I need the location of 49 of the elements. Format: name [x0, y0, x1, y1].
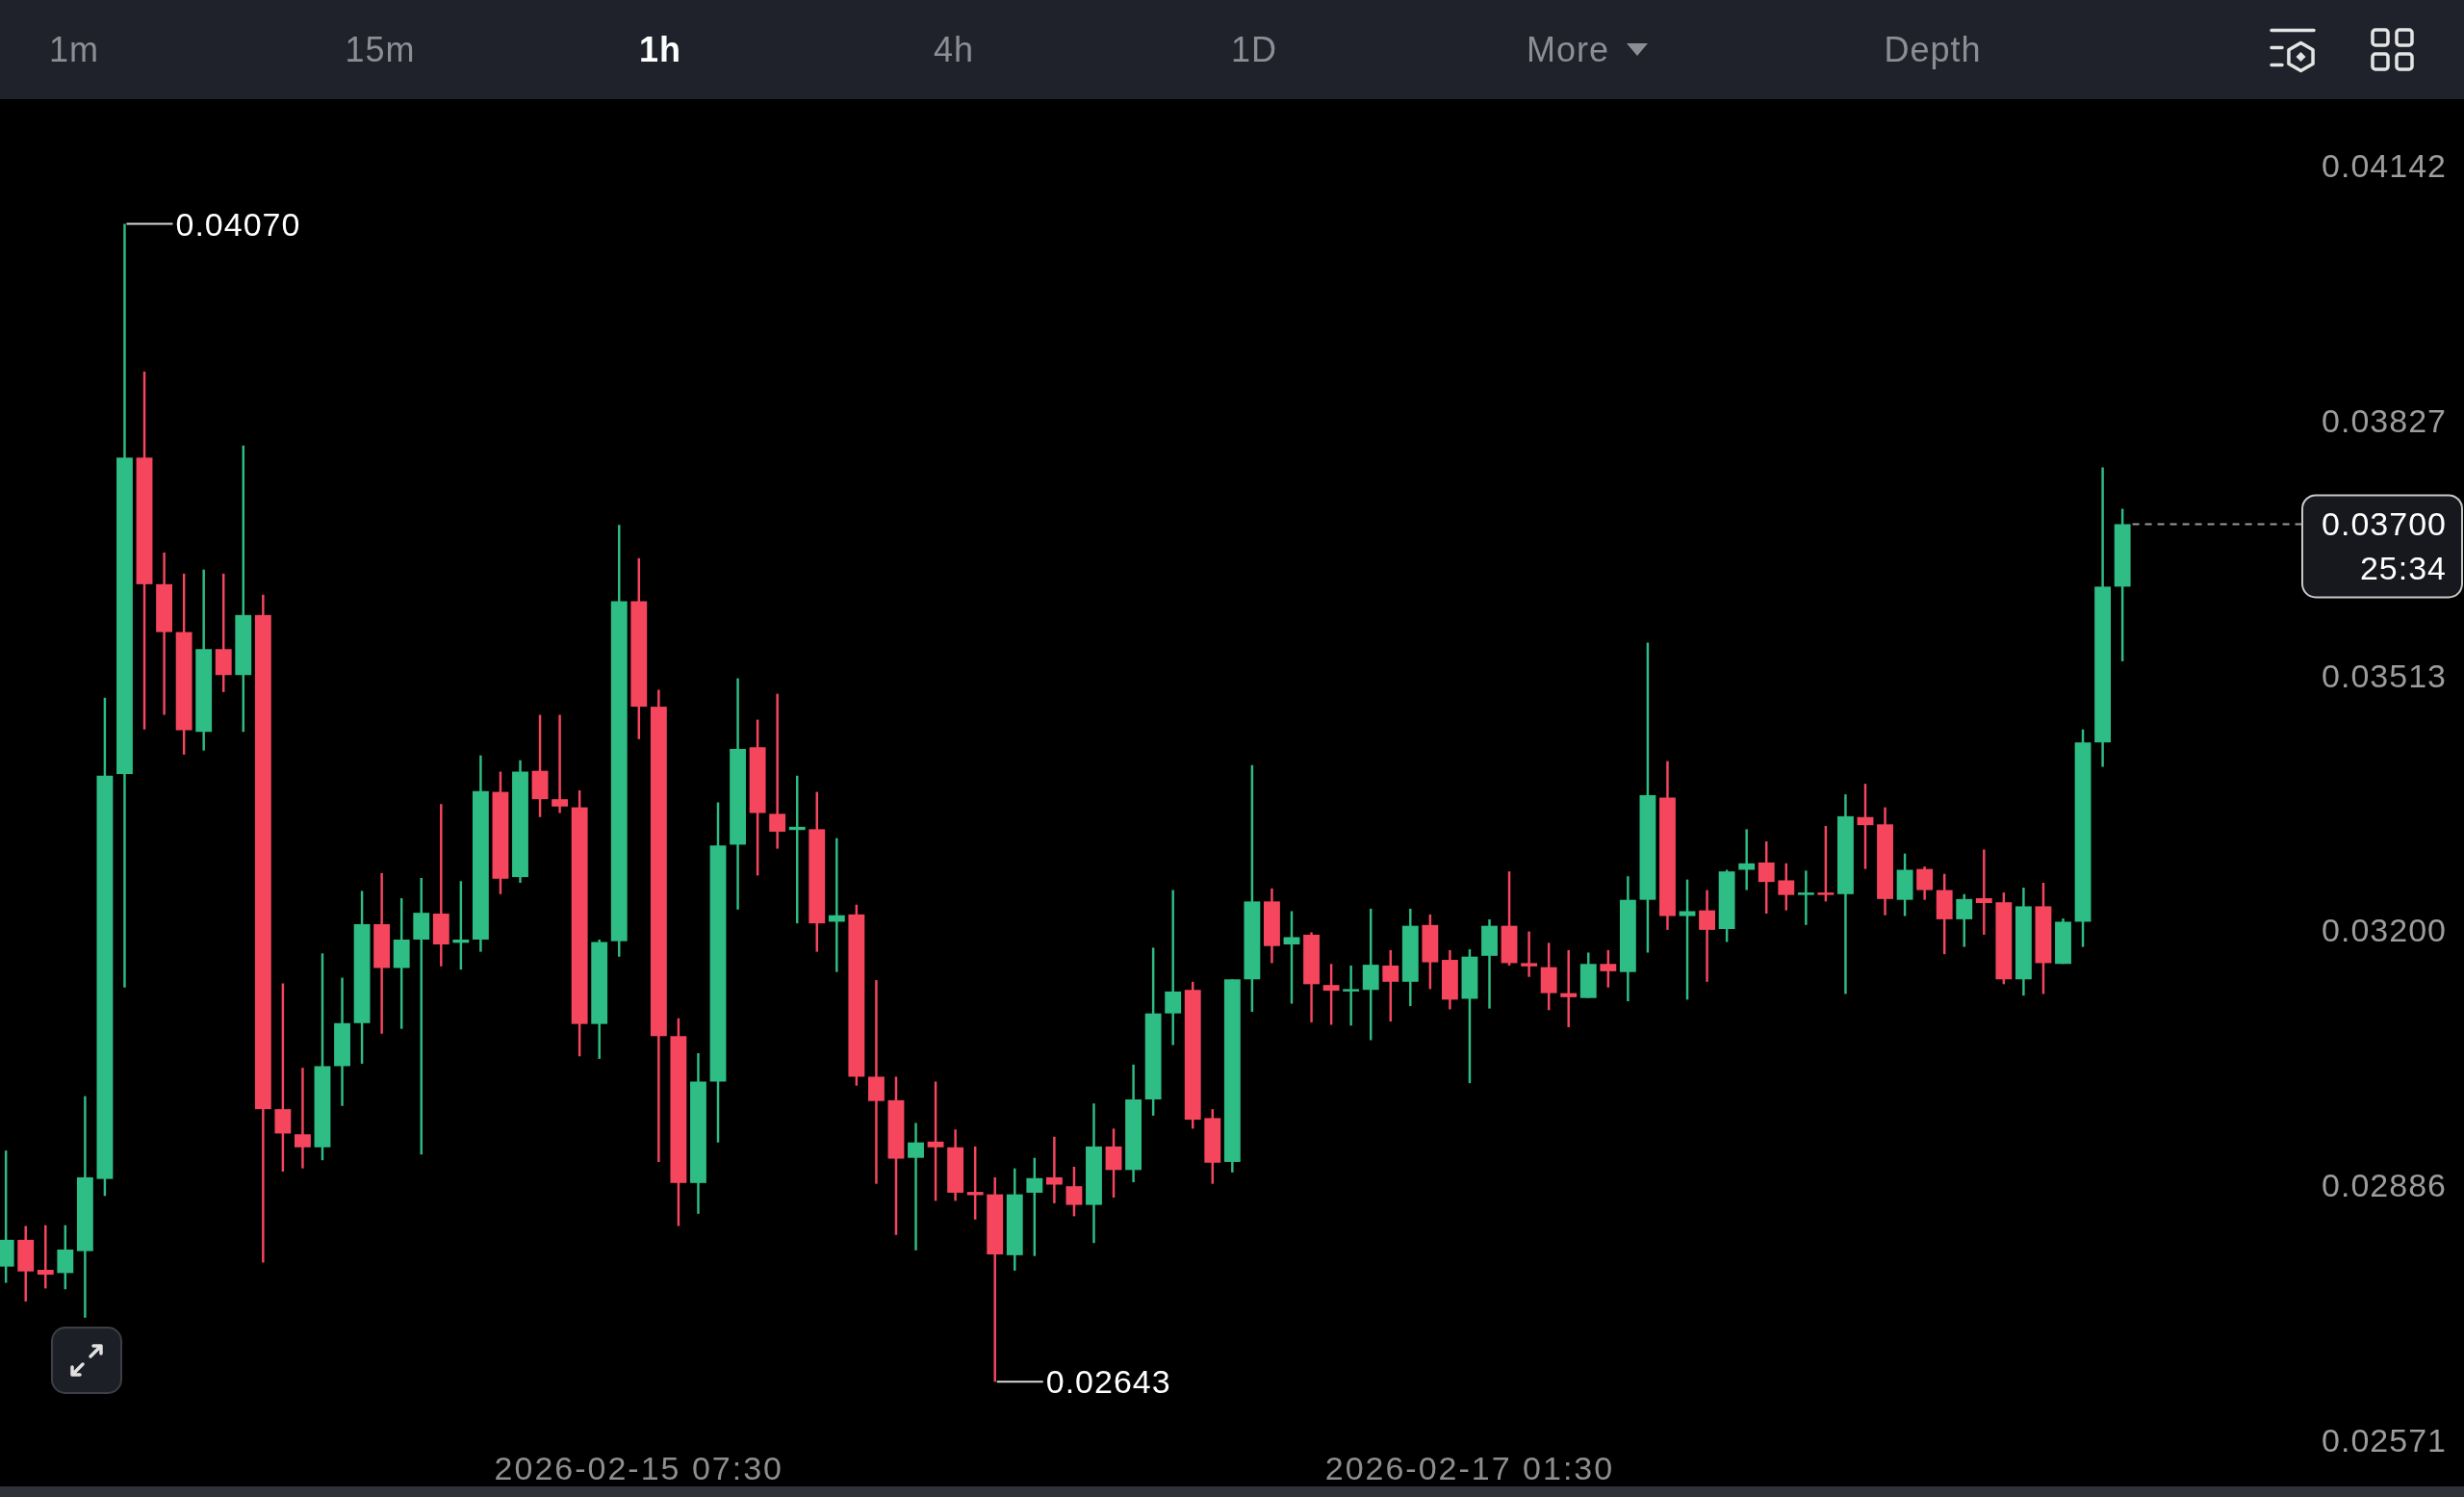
candlestick [769, 692, 786, 850]
candlestick [1600, 948, 1617, 989]
annotation: 15m [345, 30, 416, 69]
candlestick [1026, 1156, 1043, 1257]
candlestick [552, 713, 569, 814]
annotation: Depth [1884, 30, 1982, 69]
candlestick [1778, 862, 1795, 912]
annotation: 4h [933, 30, 975, 69]
candlestick [1956, 892, 1973, 948]
candlestick [1322, 963, 1340, 1026]
candlestick [1738, 828, 1756, 891]
candlestick [1817, 824, 1835, 903]
candlestick [1165, 889, 1182, 1046]
candlestick [1679, 878, 1696, 1001]
y-tick-label: 0.03513 [2322, 658, 2447, 695]
annotation: More [1526, 30, 1610, 69]
y-tick-label: 0.03827 [2322, 402, 2447, 440]
candlestick [1797, 869, 1814, 927]
y-tick-label: 0.04142 [2322, 146, 2447, 184]
annotation: 1m [48, 30, 100, 69]
candlestick [1343, 964, 1360, 1027]
candlestick [927, 1080, 944, 1202]
y-tick-label: 0.03200 [2322, 911, 2447, 948]
candlestick [1382, 948, 1399, 1023]
candlestick [1916, 865, 1934, 901]
candlestick [413, 876, 430, 1156]
annotation: 0.02643 [1045, 1363, 1171, 1401]
candlestick [274, 982, 292, 1174]
candlestick [1560, 948, 1578, 1029]
ref-line-label: 0.03700 25:34 [2322, 505, 2447, 587]
candlestick [37, 1224, 54, 1290]
y-tick-label: 0.02571 [2322, 1422, 2447, 1458]
annotation: 1D [1230, 30, 1278, 69]
annotation: 0.04070 [175, 205, 301, 243]
candlestick [1699, 889, 1715, 984]
y-tick-label: 0.02886 [2322, 1166, 2447, 1203]
candlestick [908, 1122, 924, 1252]
candlestick [1758, 839, 1775, 916]
annotation: 1h [638, 30, 682, 69]
candlestick [1975, 848, 1992, 937]
candlestick [1065, 1165, 1083, 1218]
x-tick-label: 2026-02-15 07:30 [494, 1450, 784, 1486]
candlestick [1521, 930, 1538, 978]
x-tick-label: 2026-02-17 01:30 [1324, 1450, 1615, 1486]
candlestick [1857, 782, 1874, 870]
candlestick [1283, 910, 1300, 1005]
candlestick [867, 978, 885, 1185]
candlestick [295, 1066, 311, 1170]
candlestick [1045, 1135, 1063, 1205]
